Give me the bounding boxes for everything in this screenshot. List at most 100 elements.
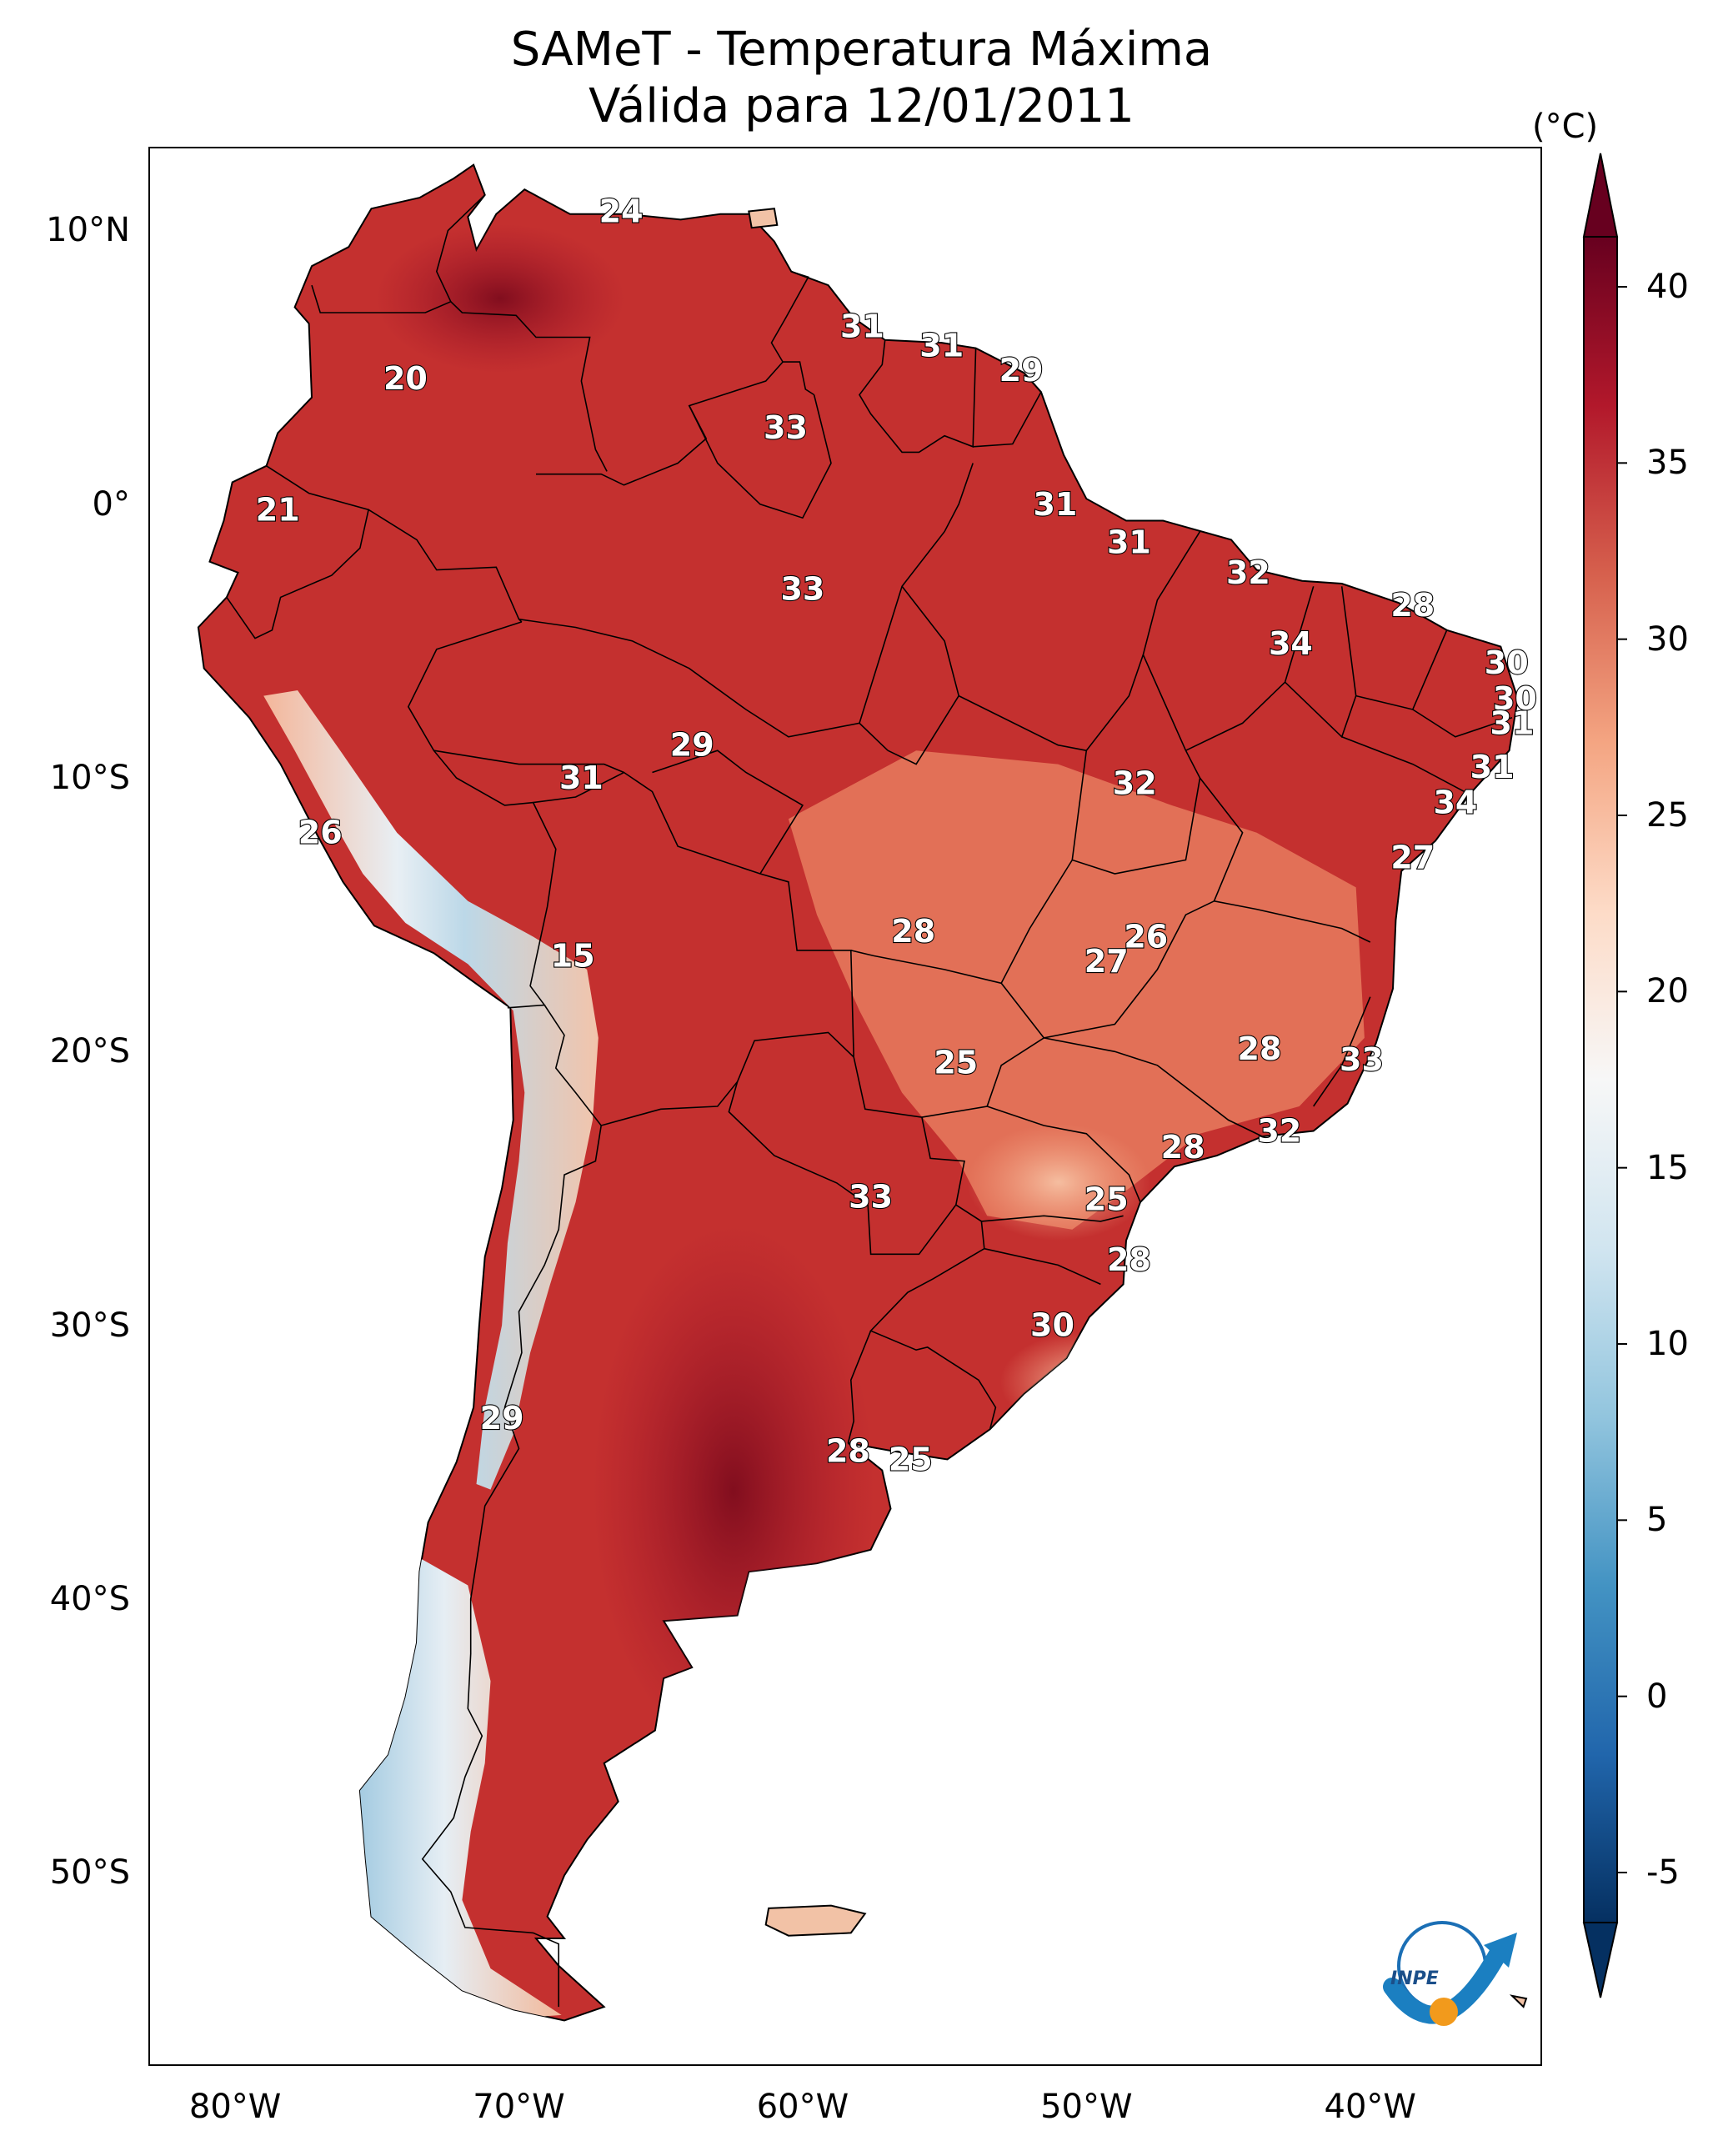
station-value-label: 34: [1269, 625, 1313, 662]
country-borders: [226, 194, 1513, 2008]
border-line: [859, 339, 977, 454]
latitude-tick-label: 10°N: [46, 211, 130, 250]
venezuela-hot-core: [375, 223, 625, 374]
station-value-label: 31: [919, 327, 964, 364]
border-line: [433, 750, 624, 774]
argentina-hot-core: [592, 1224, 875, 1757]
border-line: [1185, 586, 1315, 751]
map-title: SAMeT - Temperatura Máxima: [510, 23, 1213, 77]
longitude-tick-label: 70°W: [473, 2088, 565, 2126]
station-value-label: 15: [551, 937, 595, 974]
border-line: [536, 361, 784, 486]
border-line: [1313, 996, 1371, 1107]
andes-cold-band: [263, 690, 599, 1490]
border-line: [986, 1106, 1141, 1203]
station-value-label: 27: [1084, 943, 1129, 980]
station-value-label: 31: [1107, 524, 1151, 561]
colorbar-tick-label: 20: [1646, 972, 1689, 1011]
border-line: [435, 194, 486, 303]
island: [1509, 1994, 1528, 2008]
border-line: [984, 1247, 1101, 1286]
border-line: [226, 465, 370, 639]
station-value-label: 30: [1485, 644, 1529, 681]
station-value-label: 33: [764, 409, 808, 446]
station-value-label: 26: [298, 815, 343, 851]
border-line: [652, 750, 804, 875]
border-line: [311, 284, 608, 472]
border-line: [1199, 777, 1371, 943]
latitude-tick-label: 40°S: [49, 1579, 130, 1618]
colorbar-gradient: [1583, 236, 1618, 1923]
station-value-label: 28: [1161, 1129, 1205, 1166]
island: [748, 208, 779, 229]
colorbar-tick-label: -5: [1646, 1853, 1680, 1892]
station-value-label: 29: [999, 352, 1044, 389]
sao-paulo-mild-spot: [967, 1124, 1150, 1241]
border-line: [543, 1005, 854, 1126]
colorbar-tick-label: 40: [1646, 268, 1689, 306]
colorbar-min-extension: [1582, 1922, 1619, 1998]
longitude-tick-label: 80°W: [188, 2088, 282, 2126]
station-value-label: 30: [1493, 680, 1537, 717]
longitude-tick-label: 40°W: [1324, 2088, 1416, 2126]
border-line: [847, 1330, 872, 1444]
station-value-label: 32: [1257, 1113, 1301, 1150]
border-line: [1341, 736, 1470, 795]
border-line: [728, 1081, 957, 1256]
station-value-label: 26: [1124, 919, 1168, 955]
colorbar-tick-label: 15: [1646, 1148, 1689, 1187]
station-value-label: 21: [256, 491, 300, 528]
station-value-label: 29: [480, 1400, 524, 1436]
colorbar-tick-label: 10: [1646, 1325, 1689, 1363]
border-line: [689, 394, 832, 519]
longitude-tick-label: 60°W: [756, 2088, 849, 2126]
map-subtitle: Válida para 12/01/2011: [589, 79, 1134, 133]
station-value-label: 31: [840, 308, 884, 344]
inpe-logo-text: INPE: [1390, 1968, 1439, 1989]
border-line: [421, 1125, 602, 2008]
station-value-label: 33: [849, 1178, 893, 1215]
map-area[interactable]: 24 20 31 31 29 33 21 31 31 32 33 28 34 30 30 31 29 31 32 31…: [148, 147, 1542, 2066]
latitude-tick-label: 0°: [92, 484, 130, 524]
border-line: [1044, 1037, 1263, 1137]
station-value-label: 32: [1113, 765, 1157, 802]
latitude-tick-label: 20°S: [49, 1032, 130, 1071]
colorbar-unit: (°C): [1532, 108, 1599, 146]
border-line: [958, 531, 1201, 752]
station-value-label: 28: [826, 1433, 870, 1470]
border-line: [518, 618, 889, 751]
colorbar-tick-label: 35: [1646, 444, 1689, 483]
colorbar-tick-label: 25: [1646, 796, 1689, 835]
station-value-label: 27: [1390, 839, 1435, 875]
station-value-label: 20: [383, 360, 428, 397]
colorbar-max-extension: [1582, 153, 1619, 238]
border-line: [853, 1056, 965, 1206]
border-line: [533, 771, 854, 1057]
station-value-label: 31: [1490, 704, 1535, 741]
border-line: [1000, 860, 1215, 1039]
border-line: [770, 270, 815, 396]
border-line: [887, 585, 960, 765]
station-value-label: 29: [670, 727, 714, 764]
station-value-label: 32: [1226, 554, 1270, 591]
latitude-tick-label: 30°S: [49, 1306, 130, 1345]
central-brazil-mild-zone: [788, 750, 1365, 1230]
station-value-label: 33: [780, 571, 824, 608]
border-line: [981, 1215, 1124, 1222]
station-value-label: 28: [1238, 1030, 1282, 1067]
station-value-label: 25: [889, 1442, 933, 1478]
station-value-label: 34: [1433, 785, 1477, 821]
colorbar: [1582, 153, 1627, 1998]
station-value-label: 28: [1107, 1241, 1151, 1278]
border-line: [1285, 586, 1357, 739]
colorbar-tick-label: 30: [1646, 619, 1689, 659]
station-value-label: 28: [891, 913, 935, 950]
longitude-tick-label: 50°W: [1040, 2088, 1133, 2126]
latitude-tick-label: 50°S: [49, 1853, 130, 1893]
island: [764, 1904, 867, 1937]
border-line: [921, 1037, 1044, 1118]
border-line: [507, 802, 557, 1009]
station-value-label: 30: [1030, 1307, 1074, 1344]
border-line: [859, 463, 974, 724]
